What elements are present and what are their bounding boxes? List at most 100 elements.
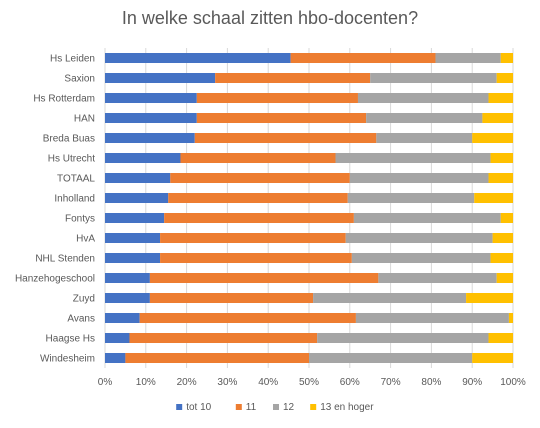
bar-segment [160,233,346,243]
bar-segment [105,133,195,143]
x-tick-label: 10% [136,377,156,388]
bar-segment [490,253,513,263]
bar-segment [149,293,314,303]
legend-swatch [235,404,242,410]
bar-segment [125,353,310,363]
bar-segment [105,253,161,263]
bar-segment [490,153,513,163]
x-tick-label: 90% [462,377,482,388]
category-label: Hanzehogeschool [15,274,95,285]
bar-segment [474,193,513,203]
category-label: Hs Rotterdam [33,94,95,105]
category-label: Saxion [64,74,95,85]
bar-segment [139,313,356,323]
bar-segment [105,233,161,243]
bar-segment [496,273,513,283]
bar-segment [105,173,171,183]
bar-segment [496,73,513,83]
bar-segment [309,353,473,363]
bar-segment [500,213,513,223]
bar-segment [488,93,513,103]
x-tick-label: 70% [381,377,401,388]
legend-label: tot 10 [186,402,211,413]
bar-segment [105,313,140,323]
bar-segment [335,153,491,163]
x-tick-label: 40% [258,377,278,388]
category-label: Fontys [65,214,95,225]
bar-segment [170,173,350,183]
category-label: Inholland [54,194,95,205]
category-label: Breda Buas [43,134,95,145]
bar-segment [435,53,501,63]
category-label: TOTAAL [57,174,95,185]
bar-segment [105,193,169,203]
category-label: Hs Utrecht [48,154,95,165]
bar-segment [317,333,489,343]
bar-segment [488,173,513,183]
x-tick-label: 100% [500,377,526,388]
bar-segment [105,153,181,163]
bar-segment [105,273,150,283]
bar-segment [149,273,379,283]
bar-segment [347,193,475,203]
x-tick-label: 30% [217,377,237,388]
category-label: Hs Leiden [50,54,95,65]
bar-segment [378,273,497,283]
bar-segment [482,113,513,123]
bar-segment [160,253,352,263]
bar-segment [105,213,165,223]
bar-segment [366,113,483,123]
bar-segment [345,233,493,243]
bar-segment [500,53,513,63]
category-label: Zuyd [73,294,95,305]
bar-segment [353,213,501,223]
category-label: HvA [76,234,95,245]
category-label: Windesheim [40,354,95,365]
legend-swatch [176,404,183,410]
legend-label: 11 [246,402,257,413]
bar-segment [376,133,473,143]
x-tick-label: 80% [421,377,441,388]
bar-segment [355,313,509,323]
bar-segment [164,213,354,223]
bar-segment [313,293,467,303]
category-label: HAN [74,114,95,125]
bar-segment [105,353,126,363]
category-label: Haagse Hs [46,334,95,345]
bar-segment [472,133,513,143]
bar-segment [290,53,436,63]
bar-segment [488,333,513,343]
bar-segment [349,173,489,183]
legend-label: 13 en hoger [320,402,374,413]
x-tick-label: 20% [177,377,197,388]
bar-segment [196,93,358,103]
bar-segment [194,133,377,143]
bar-segment [105,333,130,343]
x-tick-label: 50% [299,377,319,388]
bar-segment [466,293,513,303]
bar-segment [105,93,197,103]
legend-label: 12 [283,402,295,413]
x-tick-label: 0% [98,377,113,388]
bar-segment [129,333,318,343]
bar-segment [472,353,513,363]
bar-segment [370,73,497,83]
chart-title: In welke schaal zitten hbo-docenten? [121,8,419,28]
bar-segment [215,73,371,83]
category-label: NHL Stenden [35,254,95,265]
bar-segment [357,93,489,103]
bar-segment [168,193,348,203]
bar-segment [492,233,513,243]
bar-segment [105,73,216,83]
bar-segment [508,313,513,323]
bar-segment [105,113,197,123]
legend-swatch [273,404,279,410]
category-label: Avans [67,314,95,325]
bar-segment [351,253,491,263]
legend-swatch [310,404,317,410]
bar-segment [105,53,291,63]
x-tick-label: 60% [340,377,360,388]
bar-segment [196,113,367,123]
